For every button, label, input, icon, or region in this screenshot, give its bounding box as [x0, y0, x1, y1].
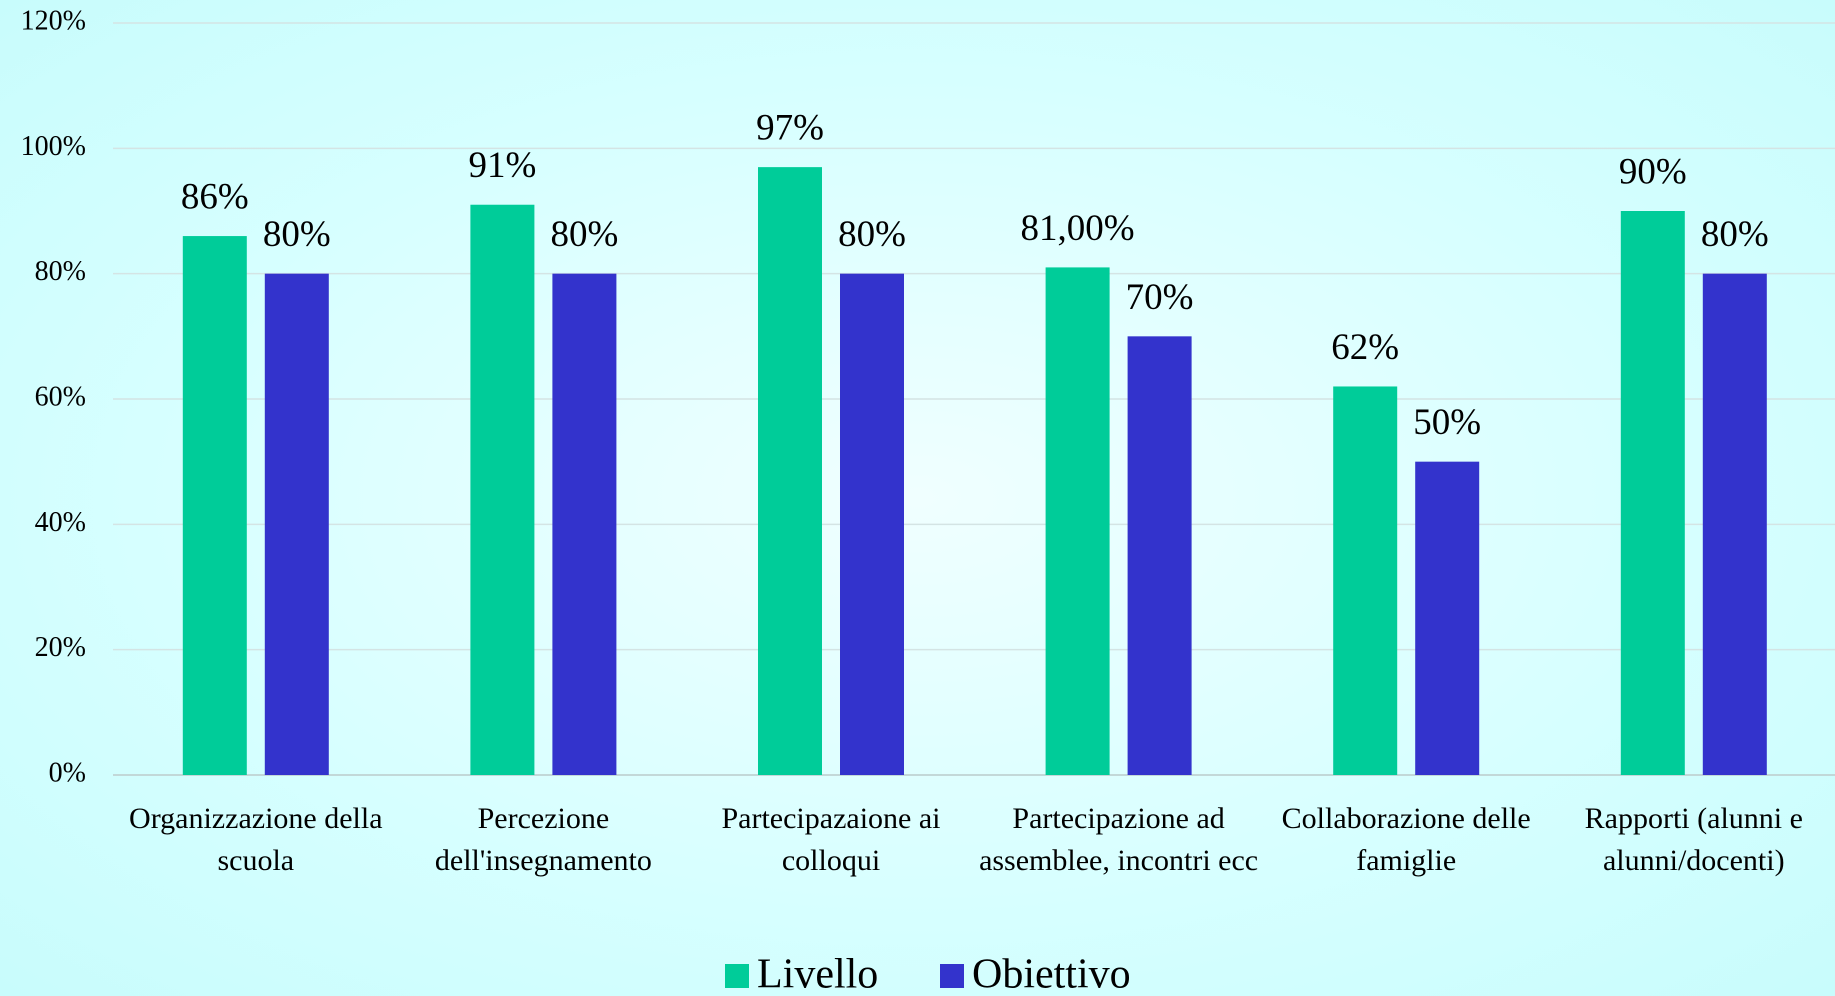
value-label: 86% — [181, 177, 249, 218]
y-tick-label: 120% — [21, 5, 86, 36]
value-label: 90% — [1619, 151, 1687, 192]
value-label: 80% — [263, 214, 331, 255]
value-label: 80% — [1701, 214, 1769, 255]
x-tick-label: Rapporti (alunni e alunni/docenti) — [1584, 802, 1803, 877]
y-tick-label: 0% — [49, 757, 86, 788]
legend-label: Livello — [757, 952, 878, 996]
x-tick-label: Percezione dell'insegnamento — [434, 802, 652, 877]
y-tick-label: 80% — [35, 256, 86, 287]
x-tick-label: Partecipazaione ai colloqui — [721, 802, 941, 877]
x-tick-label: Organizzazione della scuola — [129, 802, 383, 877]
value-label: 70% — [1126, 277, 1194, 318]
bar — [1702, 273, 1767, 775]
bar — [1127, 336, 1192, 775]
bar — [1620, 211, 1685, 775]
bar — [182, 236, 247, 776]
y-tick-label: 60% — [35, 381, 86, 412]
value-label: 91% — [468, 145, 536, 186]
x-tick-label: Partecipazione ad assemblee, incontri ec… — [979, 802, 1259, 877]
legend-label: Obiettivo — [972, 952, 1131, 996]
y-tick-label: 40% — [35, 507, 86, 538]
bar — [840, 273, 904, 775]
bar — [1415, 461, 1480, 775]
bar — [1333, 386, 1398, 775]
legend-swatch — [940, 964, 964, 988]
value-label: 80% — [838, 214, 906, 255]
value-label: 50% — [1413, 402, 1481, 443]
value-label: 62% — [1331, 327, 1399, 368]
bar — [264, 273, 329, 775]
y-tick-label: 100% — [21, 131, 86, 162]
y-tick-label: 20% — [35, 632, 86, 663]
bar — [1045, 267, 1110, 775]
value-label: 97% — [756, 108, 824, 149]
bar — [552, 273, 617, 775]
bar — [470, 204, 535, 775]
legend-swatch — [725, 964, 749, 988]
value-label: 80% — [550, 214, 618, 255]
x-tick-label: Collaborazione delle famiglie — [1281, 802, 1531, 877]
bar — [758, 167, 822, 776]
value-label: 81,00% — [1021, 208, 1135, 249]
